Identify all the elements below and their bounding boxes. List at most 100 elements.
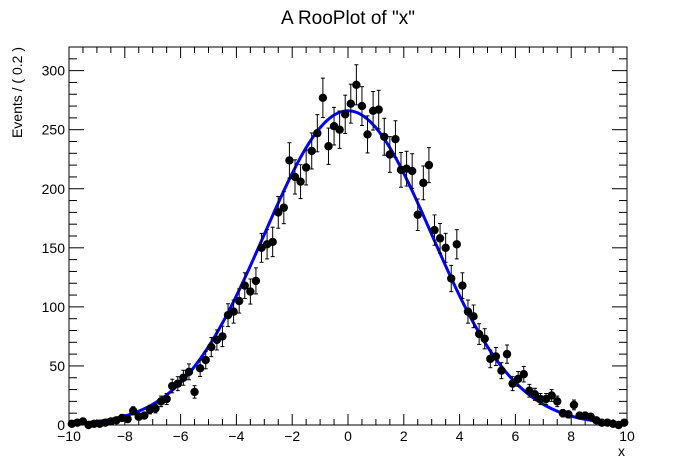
- data-point: [502, 344, 512, 364]
- x-tick-label: 6: [512, 428, 520, 444]
- data-point: [335, 110, 344, 149]
- data-point: [391, 120, 400, 159]
- data-point: [140, 411, 149, 420]
- data-marker: [452, 240, 462, 249]
- data-marker: [447, 274, 456, 283]
- data-marker: [184, 367, 194, 377]
- data-marker: [463, 307, 473, 316]
- data-point: [441, 232, 450, 263]
- y-tick-label: 300: [42, 63, 66, 79]
- data-marker: [151, 404, 160, 413]
- data-marker: [419, 178, 428, 188]
- data-marker: [229, 307, 238, 316]
- data-point: [184, 363, 194, 381]
- data-point: [128, 406, 138, 416]
- data-marker: [519, 370, 528, 379]
- data-point: [519, 365, 528, 383]
- x-tick-label: 0: [344, 428, 352, 444]
- x-tick-label: 4: [456, 428, 464, 444]
- data-marker: [474, 329, 484, 339]
- data-marker: [407, 166, 417, 176]
- data-marker: [424, 160, 434, 170]
- data-marker: [430, 225, 439, 235]
- data-marker: [218, 332, 227, 341]
- data-point: [435, 223, 445, 254]
- data-point: [195, 359, 205, 377]
- data-marker: [357, 101, 367, 111]
- fit-curve-layer: [68, 109, 628, 426]
- data-point: [530, 387, 540, 401]
- data-marker: [564, 410, 573, 419]
- data-marker: [296, 177, 305, 186]
- data-point: [402, 150, 411, 187]
- data-marker: [469, 312, 478, 321]
- data-point: [480, 328, 489, 350]
- x-tick-label: 10: [619, 428, 635, 444]
- data-point: [385, 136, 395, 173]
- x-tick-label: −10: [57, 428, 81, 444]
- data-point: [268, 226, 277, 258]
- data-point: [229, 299, 238, 324]
- data-point: [285, 142, 294, 179]
- y-tick-label: 150: [42, 240, 66, 256]
- data-point: [553, 395, 562, 408]
- data-marker: [513, 374, 523, 384]
- data-point: [452, 229, 462, 260]
- data-point: [424, 147, 434, 184]
- fit-curve: [68, 109, 628, 426]
- data-point: [469, 304, 478, 329]
- data-point: [218, 325, 227, 348]
- data-marker: [240, 281, 249, 290]
- data-point: [123, 414, 132, 424]
- data-marker: [385, 150, 395, 159]
- data-marker: [508, 379, 517, 388]
- data-point: [346, 83, 355, 124]
- data-marker: [441, 243, 450, 253]
- data-marker: [547, 391, 556, 400]
- data-point: [318, 77, 328, 118]
- data-points-layer: [67, 64, 629, 430]
- data-marker: [374, 105, 383, 114]
- data-point: [352, 64, 361, 106]
- data-marker: [530, 390, 540, 399]
- data-marker: [458, 281, 467, 290]
- data-point: [474, 323, 484, 345]
- data-marker: [491, 352, 501, 361]
- x-axis: −10 −8 −6 −4 −2 0 2 4 6 8 10: [57, 47, 635, 444]
- data-point: [201, 350, 210, 370]
- data-marker: [497, 366, 506, 375]
- data-marker: [435, 234, 445, 243]
- data-point: [207, 336, 216, 358]
- data-point: [620, 418, 629, 427]
- x-tick-label: −2: [284, 428, 300, 444]
- data-marker: [140, 411, 149, 420]
- x-tick-label: −8: [117, 428, 133, 444]
- data-marker: [380, 132, 389, 141]
- data-marker: [324, 142, 333, 151]
- y-axis-label: Events / ( 0.2 ): [9, 47, 25, 138]
- data-point: [341, 94, 350, 134]
- data-marker: [313, 129, 322, 138]
- data-point: [324, 127, 333, 165]
- data-point: [463, 299, 473, 324]
- data-marker: [307, 146, 316, 156]
- data-marker: [123, 414, 132, 424]
- data-point: [313, 114, 322, 153]
- data-marker: [341, 110, 350, 119]
- data-marker: [290, 172, 300, 182]
- data-point: [151, 403, 160, 414]
- data-point: [363, 115, 372, 154]
- data-point: [547, 389, 556, 402]
- data-marker: [251, 276, 261, 286]
- data-marker: [346, 99, 355, 108]
- data-point: [491, 346, 501, 366]
- data-point: [497, 362, 506, 380]
- data-point: [307, 132, 316, 170]
- x-tick-label: −4: [228, 428, 244, 444]
- data-marker: [413, 210, 422, 219]
- data-point: [240, 272, 249, 299]
- data-marker: [285, 156, 294, 165]
- x-axis-label: x: [618, 443, 625, 459]
- data-point: [251, 267, 261, 295]
